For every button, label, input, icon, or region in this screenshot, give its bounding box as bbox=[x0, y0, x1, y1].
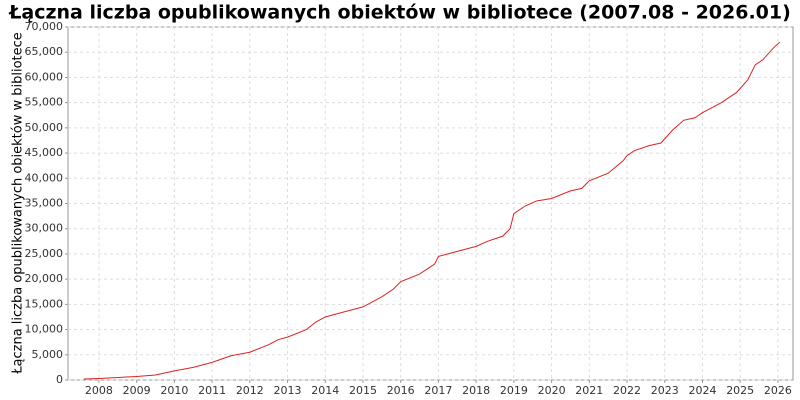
y-axis-title: Łączna liczba opublikowanych obiektów w … bbox=[11, 32, 26, 375]
chart-title: Łączna liczba opublikowanych obiektów w … bbox=[8, 2, 791, 24]
x-tick-label: 2008 bbox=[85, 384, 113, 397]
y-tick-label: 60,000 bbox=[25, 70, 64, 83]
y-tick-label: 30,000 bbox=[25, 222, 64, 235]
x-tick-label: 2012 bbox=[236, 384, 264, 397]
x-tick-label: 2024 bbox=[688, 384, 716, 397]
x-tick-label: 2026 bbox=[764, 384, 792, 397]
y-tick-label: 25,000 bbox=[25, 247, 64, 260]
y-tick-label: 15,000 bbox=[25, 297, 64, 310]
x-tick-label: 2021 bbox=[575, 384, 603, 397]
y-tick-label: 55,000 bbox=[25, 96, 64, 109]
x-tick-label: 2014 bbox=[311, 384, 339, 397]
x-tick-label: 2019 bbox=[500, 384, 528, 397]
y-tick-label: 5,000 bbox=[32, 348, 64, 361]
x-tick-label: 2023 bbox=[651, 384, 679, 397]
data-line bbox=[83, 41, 781, 380]
x-tick-label: 2013 bbox=[274, 384, 302, 397]
y-tick-label: 45,000 bbox=[25, 146, 64, 159]
x-tick-label: 2010 bbox=[160, 384, 188, 397]
x-tick-label: 2017 bbox=[424, 384, 452, 397]
x-tick-label: 2015 bbox=[349, 384, 377, 397]
x-tick-label: 2020 bbox=[538, 384, 566, 397]
x-tick-label: 2009 bbox=[123, 384, 151, 397]
x-tick-label: 2011 bbox=[198, 384, 226, 397]
y-tick-label: 10,000 bbox=[25, 323, 64, 336]
y-tick-label: 0 bbox=[56, 373, 63, 386]
y-tick-label: 70,000 bbox=[25, 20, 64, 33]
x-tick-label: 2025 bbox=[726, 384, 754, 397]
y-tick-label: 50,000 bbox=[25, 121, 64, 134]
x-tick-label: 2016 bbox=[387, 384, 415, 397]
y-tick-label: 65,000 bbox=[25, 45, 64, 58]
y-tick-label: 40,000 bbox=[25, 171, 64, 184]
x-tick-label: 2018 bbox=[462, 384, 490, 397]
y-tick-label: 20,000 bbox=[25, 272, 64, 285]
x-tick-label: 2022 bbox=[613, 384, 641, 397]
y-tick-label: 35,000 bbox=[25, 197, 64, 210]
